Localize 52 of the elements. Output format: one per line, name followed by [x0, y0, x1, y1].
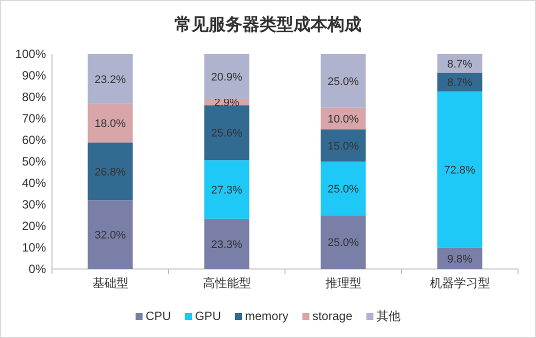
y-tick-label: 20%: [22, 219, 46, 233]
bar: [88, 200, 133, 269]
data-label: 10.0%: [328, 114, 360, 126]
bar: [204, 218, 250, 269]
legend-label: storage: [312, 309, 353, 323]
data-label: 26.8%: [94, 166, 126, 178]
y-tick-label: 80%: [22, 90, 46, 104]
x-tick-label: 基础型: [92, 276, 128, 290]
data-label: 25.0%: [328, 76, 360, 88]
data-label: 23.2%: [94, 74, 126, 86]
data-label: 27.3%: [211, 184, 243, 197]
data-label: 25.6%: [211, 128, 243, 140]
bar: [437, 91, 482, 248]
y-tick-label: 50%: [22, 154, 46, 168]
bar: [204, 160, 250, 219]
y-tick-label: 10%: [22, 240, 46, 254]
y-tick-label: 60%: [22, 133, 46, 147]
legend-label: CPU: [146, 309, 171, 323]
y-tick-label: 40%: [22, 176, 46, 190]
bar: [88, 142, 133, 200]
bar: [320, 54, 366, 108]
bar: [320, 129, 366, 162]
bar: [88, 104, 133, 143]
data-label: 8.7%: [447, 77, 472, 90]
legend-label: 其他: [376, 309, 400, 323]
data-label: 9.8%: [447, 253, 472, 266]
data-label: 15.0%: [328, 140, 360, 152]
bar: [88, 54, 133, 104]
data-label: 18.0%: [94, 118, 126, 130]
data-label: 25.0%: [328, 237, 360, 250]
data-label: 23.3%: [211, 238, 243, 251]
legend-label: memory: [244, 309, 288, 323]
data-label: 32.0%: [94, 230, 126, 242]
bar: [320, 162, 366, 216]
bar: [204, 105, 250, 160]
data-label: 8.7%: [447, 58, 472, 70]
data-label: 20.9%: [211, 71, 243, 84]
data-label: 25.0%: [328, 183, 360, 196]
y-tick-label: 0%: [28, 262, 46, 276]
bar: [320, 215, 366, 269]
chart-title: 常见服务器类型成本构成: [174, 15, 362, 34]
y-tick-label: 100%: [15, 47, 46, 61]
data-label: 72.8%: [444, 164, 476, 177]
y-tick-label: 70%: [22, 112, 46, 126]
y-tick-label: 30%: [22, 198, 46, 212]
x-tick-label: 高性能型: [202, 276, 251, 290]
bar: [204, 54, 250, 99]
bar: [437, 72, 482, 92]
x-tick-label: 机器学习型: [430, 276, 490, 290]
y-tick-label: 90%: [22, 68, 46, 82]
legend-label: GPU: [194, 309, 221, 323]
x-tick-label: 推理型: [325, 276, 362, 290]
